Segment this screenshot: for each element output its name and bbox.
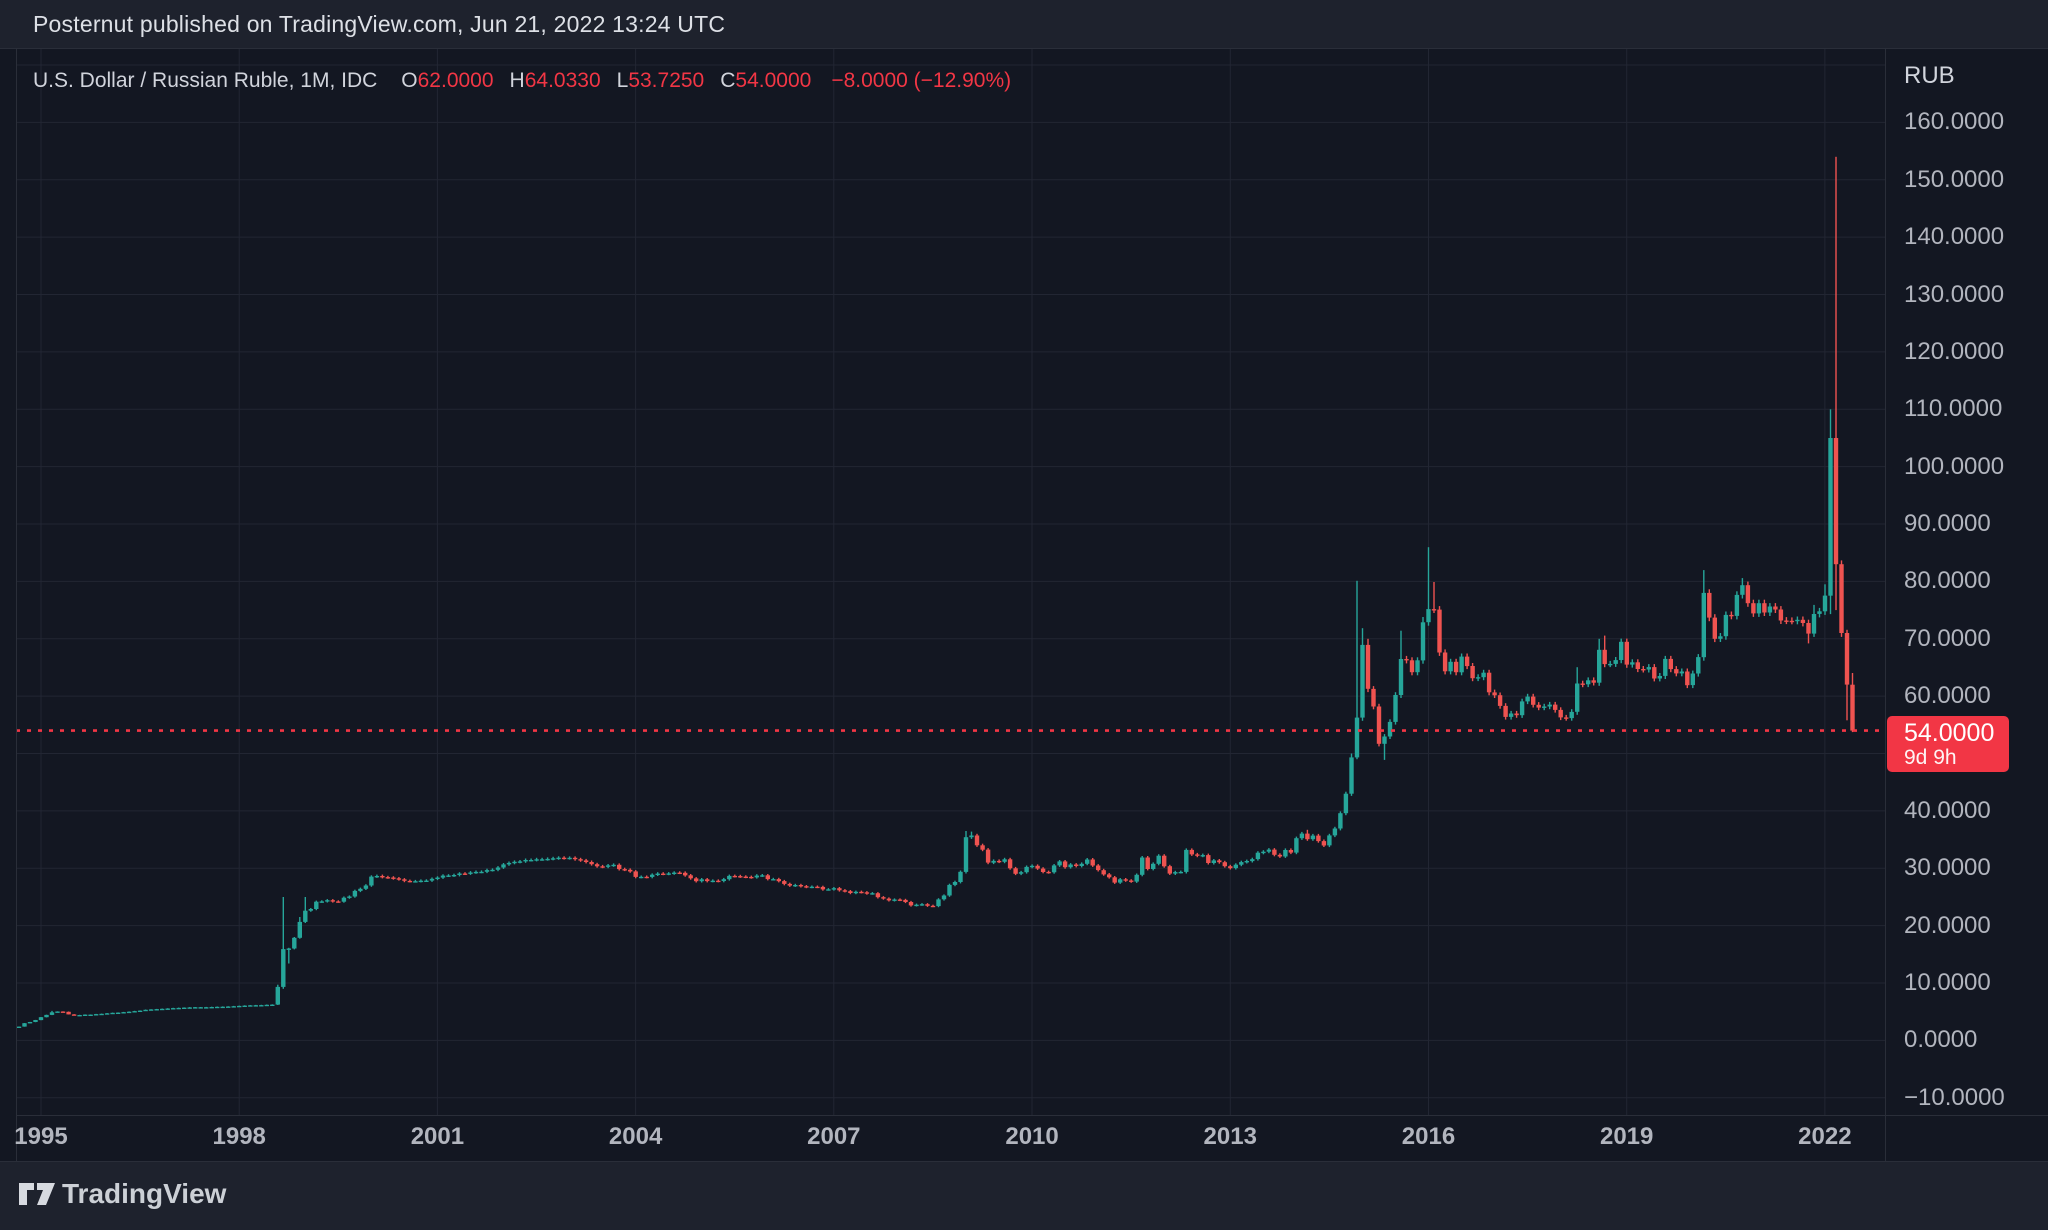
attribution-text: Posternut published on TradingView.com, … [33, 11, 726, 37]
year-tick-label: 2016 [1401, 1123, 1456, 1150]
year-tick-label: 2001 [410, 1123, 465, 1150]
open-label: O [401, 69, 418, 92]
price-tick-label: 130.0000 [1904, 280, 2005, 308]
year-tick-label: 1998 [212, 1123, 266, 1150]
close-label: C [720, 69, 736, 92]
price-tick-label: 110.0000 [1904, 395, 2003, 423]
candlestick-series [16, 156, 1855, 1028]
last-price-value: 54.0000 [1904, 719, 1995, 747]
low-label: L [616, 69, 629, 92]
last-price-badge: 54.0000 9d 9h [1887, 716, 2009, 772]
high-value: 64.0330 [524, 69, 601, 92]
price-tick-label: 10.0000 [1904, 969, 1991, 997]
symbol-legend[interactable]: U.S. Dollar / Russian Ruble, 1M, IDC O62.… [33, 66, 1011, 96]
chart-canvas[interactable] [0, 48, 2048, 1162]
symbol-title[interactable]: U.S. Dollar / Russian Ruble, 1M, IDC [33, 69, 378, 92]
price-tick-label: 40.0000 [1904, 796, 1991, 824]
year-tick-label: 2022 [1798, 1123, 1852, 1150]
bar-countdown: 9d 9h [1904, 746, 1957, 769]
year-tick-label: 2013 [1203, 1123, 1257, 1150]
price-tick-label: 20.0000 [1904, 911, 1991, 939]
price-tick-label: 30.0000 [1904, 854, 1991, 882]
close-value: 54.0000 [735, 69, 812, 92]
change-value: −8.0000 (−12.90%) [831, 69, 1012, 92]
year-tick-label: 2019 [1599, 1123, 1654, 1150]
year-tick-label: 2004 [608, 1123, 663, 1150]
high-label: H [509, 69, 525, 92]
chart-widget: U.S. Dollar / Russian Ruble, 1M, IDC O62.… [0, 48, 2048, 1162]
time-axis[interactable]: 1995 1998 2001 2004 2007 2010 2013 2016 2019 2022 [0, 1115, 2048, 1162]
year-tick-label: 1995 [14, 1123, 68, 1150]
price-tick-label: 120.0000 [1904, 337, 2005, 365]
price-tick-label: 70.0000 [1904, 624, 1991, 652]
footer: TradingView [0, 1162, 2048, 1230]
price-tick-label: 0.0000 [1904, 1026, 1978, 1054]
price-tick-label: 150.0000 [1904, 165, 2005, 193]
low-value: 53.7250 [628, 69, 705, 92]
year-tick-label: 2007 [807, 1123, 861, 1150]
price-axis-currency-label: RUB [1904, 62, 1955, 89]
year-tick-label: 2010 [1005, 1123, 1059, 1150]
price-tick-label: 100.0000 [1904, 452, 2005, 480]
price-tick-label: −10.0000 [1904, 1083, 2005, 1111]
price-tick-label: 60.0000 [1904, 682, 1991, 710]
price-tick-label: 140.0000 [1904, 223, 2005, 251]
price-tick-label: 90.0000 [1904, 510, 1991, 538]
open-value: 62.0000 [417, 69, 494, 92]
attribution-bar: Posternut published on TradingView.com, … [0, 0, 2048, 48]
price-tick-label: 160.0000 [1904, 108, 2005, 136]
price-tick-label: 80.0000 [1904, 567, 1991, 595]
price-axis[interactable]: 160.0000 150.0000 140.0000 130.0000 120.0000… [1885, 48, 2048, 1162]
tradingview-brand-text[interactable]: TradingView [62, 1178, 227, 1209]
tradingview-logo-icon[interactable] [18, 1180, 56, 1208]
